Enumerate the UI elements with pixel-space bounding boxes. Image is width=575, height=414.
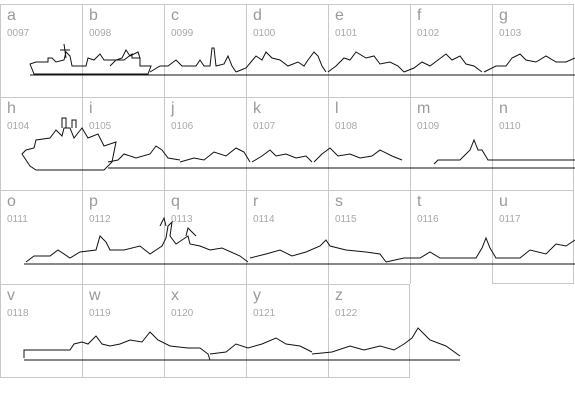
cell-code: 0114 [253,214,275,225]
cell-letter: g [499,7,508,24]
cell-code: 0106 [171,121,194,132]
cell-code: 0099 [171,28,194,39]
glyph-cell-x[interactable]: x 0120 [164,284,246,378]
glyph-cell-q[interactable]: q 0113 [164,190,246,284]
cell-code: 0119 [89,308,111,319]
cell-code: 0109 [417,121,440,132]
glyph-cell-d[interactable]: d 0100 [246,4,328,97]
cell-letter: u [499,193,508,210]
cell-code: 0115 [335,214,357,225]
cell-letter: b [89,7,98,24]
cell-letter: z [335,287,343,304]
cell-code: 0098 [89,28,112,39]
glyph-cell-l[interactable]: l 0108 [328,97,410,190]
cell-code: 0120 [171,308,194,319]
glyph-cell-g[interactable]: g 0103 [492,4,574,97]
cell-letter: x [171,287,179,304]
glyph-cell-b[interactable]: b 0098 [82,4,164,97]
cell-letter: p [89,193,98,210]
cell-code: 0121 [253,308,276,319]
glyph-cell-y[interactable]: y 0121 [246,284,328,378]
glyph-cell-a[interactable]: a 0097 [0,4,82,97]
cell-code: 0110 [499,121,521,132]
cell-letter: t [417,193,422,210]
glyph-cell-j[interactable]: j 0106 [164,97,246,190]
cell-code: 0104 [7,121,30,132]
glyph-cell-p[interactable]: p 0112 [82,190,164,284]
glyph-cell-m[interactable]: m 0109 [410,97,492,190]
cell-letter: s [335,193,343,210]
cell-letter: h [7,100,16,117]
cell-letter: r [253,193,259,210]
glyph-cell-t[interactable]: t 0116 [410,190,492,284]
glyph-cell-n[interactable]: n 0110 [492,97,574,190]
cell-code: 0116 [417,214,439,225]
glyph-cell-k[interactable]: k 0107 [246,97,328,190]
glyph-cell-c[interactable]: c 0099 [164,4,246,97]
glyph-cell-v[interactable]: v 0118 [0,284,82,378]
cell-letter: o [7,193,16,210]
cell-code: 0097 [7,28,30,39]
cell-code: 0122 [335,308,358,319]
cell-code: 0107 [253,121,276,132]
glyph-cell-i[interactable]: i 0105 [82,97,164,190]
cell-code: 0101 [335,28,358,39]
cell-letter: v [7,287,15,304]
cell-letter: a [7,7,16,24]
cell-letter: k [253,100,261,117]
cell-letter: q [171,193,180,210]
cell-code: 0112 [89,214,111,225]
cell-code: 0118 [7,308,29,319]
glyph-cell-f[interactable]: f 0102 [410,4,492,97]
glyph-cell-w[interactable]: w 0119 [82,284,164,378]
cell-letter: w [89,287,101,304]
glyph-cell-h[interactable]: h 0104 [0,97,82,190]
cell-letter: e [335,7,344,24]
cell-code: 0100 [253,28,276,39]
glyph-cell-u[interactable]: u 0117 [492,190,574,284]
glyph-cell-e[interactable]: e 0101 [328,4,410,97]
glyph-cell-r[interactable]: r 0114 [246,190,328,284]
cell-code: 0102 [417,28,440,39]
cell-letter: d [253,7,262,24]
glyph-cell-s[interactable]: s 0115 [328,190,410,284]
cell-letter: c [171,7,179,24]
cell-code: 0113 [171,214,193,225]
cell-letter: f [417,7,422,24]
glyph-cell-z[interactable]: z 0122 [328,284,410,378]
cell-letter: n [499,100,508,117]
cell-letter: m [417,100,431,117]
cell-code: 0117 [499,214,521,225]
cell-code: 0111 [7,214,28,225]
cell-code: 0103 [499,28,522,39]
cell-letter: i [89,100,93,117]
cell-letter: j [171,100,175,117]
cell-letter: l [335,100,339,117]
cell-code: 0105 [89,121,112,132]
cell-letter: y [253,287,261,304]
cell-code: 0108 [335,121,358,132]
glyph-cell-o[interactable]: o 0111 [0,190,82,284]
